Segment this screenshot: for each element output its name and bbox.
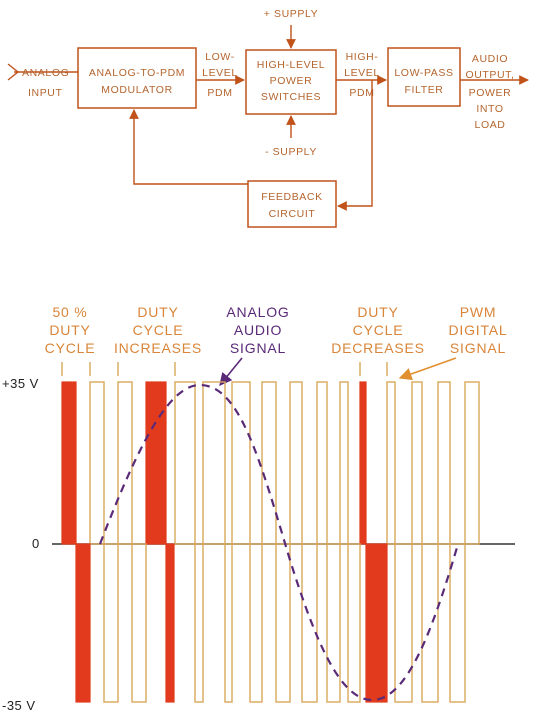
pulse-pos-10 (316, 381, 328, 545)
pulse-pos-16 (464, 381, 480, 545)
low-level-label-1: LOW- (205, 51, 235, 63)
low-level-label-3: PDM (207, 87, 232, 99)
pulse-pos-11 (339, 381, 349, 545)
pulse-pos-7 (231, 381, 251, 545)
output-label-3: POWER (469, 87, 512, 99)
filter-label-2: FILTER (405, 84, 444, 96)
pulse-pos-9 (289, 381, 303, 545)
pulse-pos-14 (411, 381, 423, 545)
pulse-neg-15 (449, 543, 466, 703)
high-level-label-3: PDM (349, 87, 374, 99)
pwm-line-1: PWM (460, 304, 497, 320)
duty50-line-1: 50 % (52, 304, 87, 320)
annotation-duty50: 50 % DUTY CYCLE (45, 304, 96, 356)
duty50-line-3: CYCLE (45, 340, 96, 356)
block-diagram: ANALOG INPUT ANALOG-TO-PDM MODULATOR LOW… (7, 8, 529, 228)
pulse-neg-11 (365, 543, 388, 703)
high-level-label-2: LEVEL (344, 67, 380, 79)
pulse-pos-5 (174, 381, 196, 545)
low-pass-filter-block (387, 47, 461, 107)
pulse-neg-13 (394, 543, 413, 703)
output-label-1: AUDIO (472, 53, 508, 65)
annotation-analog: ANALOG AUDIO SIGNAL (226, 304, 289, 356)
analog-line-2: AUDIO (234, 322, 282, 338)
output-label-2: OUTPUT, (465, 69, 514, 81)
pulse-neg-7 (249, 543, 263, 703)
pwm-line-3: SIGNAL (450, 340, 506, 356)
increases-line-3: INCREASES (114, 340, 202, 356)
analog-line-1: ANALOG (226, 304, 289, 320)
pulse-neg-10 (326, 543, 341, 703)
pwm-line-2: DIGITAL (448, 322, 507, 338)
pwm-pointer-arrow (398, 357, 457, 381)
switches-label-3: SWITCHES (261, 91, 321, 103)
plus-35v-label: +35 V (2, 376, 39, 391)
filter-label-1: LOW-PASS (394, 67, 453, 79)
analog-pointer-arrow (219, 357, 243, 386)
modulator-label-2: MODULATOR (101, 84, 173, 96)
pulse-pos-3 (117, 381, 133, 545)
annotation-decreases: DUTY CYCLE DECREASES (331, 304, 425, 356)
feedback-in-wire (337, 80, 373, 211)
feedback-out-wire (129, 109, 248, 185)
output-label-4: INTO (476, 103, 503, 115)
switches-label-2: POWER (270, 75, 313, 87)
pulse-pos-1 (61, 381, 77, 545)
increases-line-2: CYCLE (133, 322, 184, 338)
pulse-neg-4 (165, 543, 175, 703)
low-level-label-2: LEVEL (202, 67, 238, 79)
pulse-pos-13 (386, 381, 396, 545)
pulse-neg-8 (275, 543, 291, 703)
duty50-line-2: DUTY (49, 322, 90, 338)
plus-supply-label: + SUPPLY (264, 8, 319, 20)
pulse-pos-6 (202, 381, 226, 545)
pulse-neg-6 (224, 543, 233, 703)
analog-audio-sine (98, 383, 460, 702)
switches-label-1: HIGH-LEVEL (257, 59, 325, 71)
pulse-neg-3 (131, 543, 147, 703)
modulator-block (77, 47, 197, 109)
pulse-pos-12 (359, 381, 367, 545)
feedback-label-2: CIRCUIT (269, 208, 316, 220)
minus-supply-label: - SUPPLY (265, 146, 317, 158)
output-label-5: LOAD (475, 119, 506, 131)
pulse-neg-14 (421, 543, 439, 703)
pulse-train (61, 381, 480, 703)
annotation-increases: DUTY CYCLE INCREASES (114, 304, 202, 356)
input-label-2: INPUT (28, 87, 63, 99)
pulse-pos-4 (145, 381, 167, 545)
decreases-line-2: CYCLE (353, 322, 404, 338)
increases-line-1: DUTY (137, 304, 178, 320)
decreases-line-3: DECREASES (331, 340, 425, 356)
annotation-pwm: PWM DIGITAL SIGNAL (448, 304, 507, 356)
pulse-neg-9 (301, 543, 318, 703)
power-switches-block (245, 49, 337, 115)
pulse-pos-15 (437, 381, 451, 545)
decreases-line-1: DUTY (357, 304, 398, 320)
pulse-pos-2 (89, 381, 105, 545)
high-level-label-1: HIGH- (346, 51, 379, 63)
pwm-waveform: 50 % DUTY CYCLE DUTY CYCLE INCREASES ANA… (2, 304, 515, 713)
input-label-1: ANALOG (22, 67, 69, 79)
zero-label: 0 (32, 536, 40, 551)
pulse-neg-12 (347, 543, 361, 703)
minus-35v-label: -35 V (2, 698, 36, 713)
modulator-label-1: ANALOG-TO-PDM (89, 67, 185, 79)
pulse-pos-8 (261, 381, 277, 545)
pulse-neg-5 (194, 543, 204, 703)
feedback-label-1: FEEDBACK (261, 191, 322, 203)
pulse-neg-2 (103, 543, 119, 703)
analog-line-3: SIGNAL (230, 340, 286, 356)
feedback-circuit-block (247, 180, 337, 228)
pulse-neg-1 (75, 543, 91, 703)
